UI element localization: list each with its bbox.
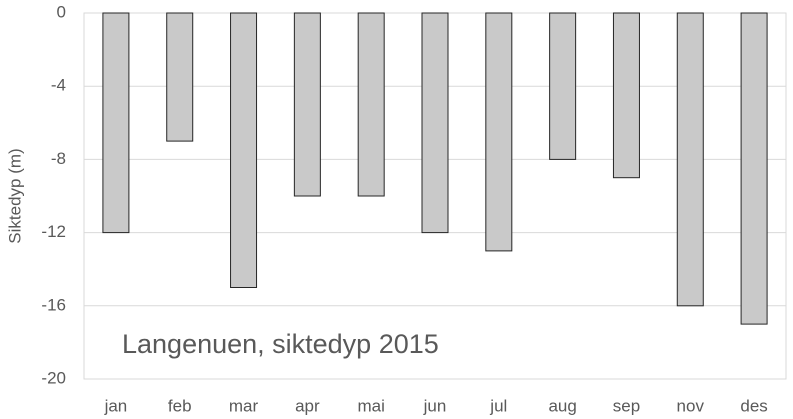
y-tick-label: -20 [41,368,66,387]
bar [740,12,768,325]
bar [102,12,130,234]
bar [676,12,704,307]
x-tick-label: mar [229,396,259,415]
x-tick-label: jun [423,396,447,415]
y-tick-label: -12 [41,222,66,241]
x-tick-label: jul [489,396,507,415]
bar [421,12,449,234]
x-tick-label: jan [104,396,128,415]
x-tick-label: feb [168,396,192,415]
x-tick-label: nov [677,396,705,415]
bar [612,12,640,179]
x-tick-label: aug [548,396,576,415]
y-tick-label: -8 [51,149,66,168]
annotation: Langenuen, siktedyp 2015 [122,329,439,359]
y-tick-label: -16 [41,295,66,314]
bar [357,12,385,197]
x-tick-label: apr [295,396,320,415]
bar [549,12,577,160]
bar [166,12,194,142]
bar [293,12,321,197]
y-axis-label: Siktedyp (m) [5,148,24,243]
x-tick-label: des [740,396,767,415]
bar [230,12,258,288]
x-tick-label: sep [613,396,640,415]
bar [485,12,513,252]
x-tick-label: mai [357,396,384,415]
y-tick-label: -4 [51,76,66,95]
y-tick-label: 0 [57,2,66,21]
